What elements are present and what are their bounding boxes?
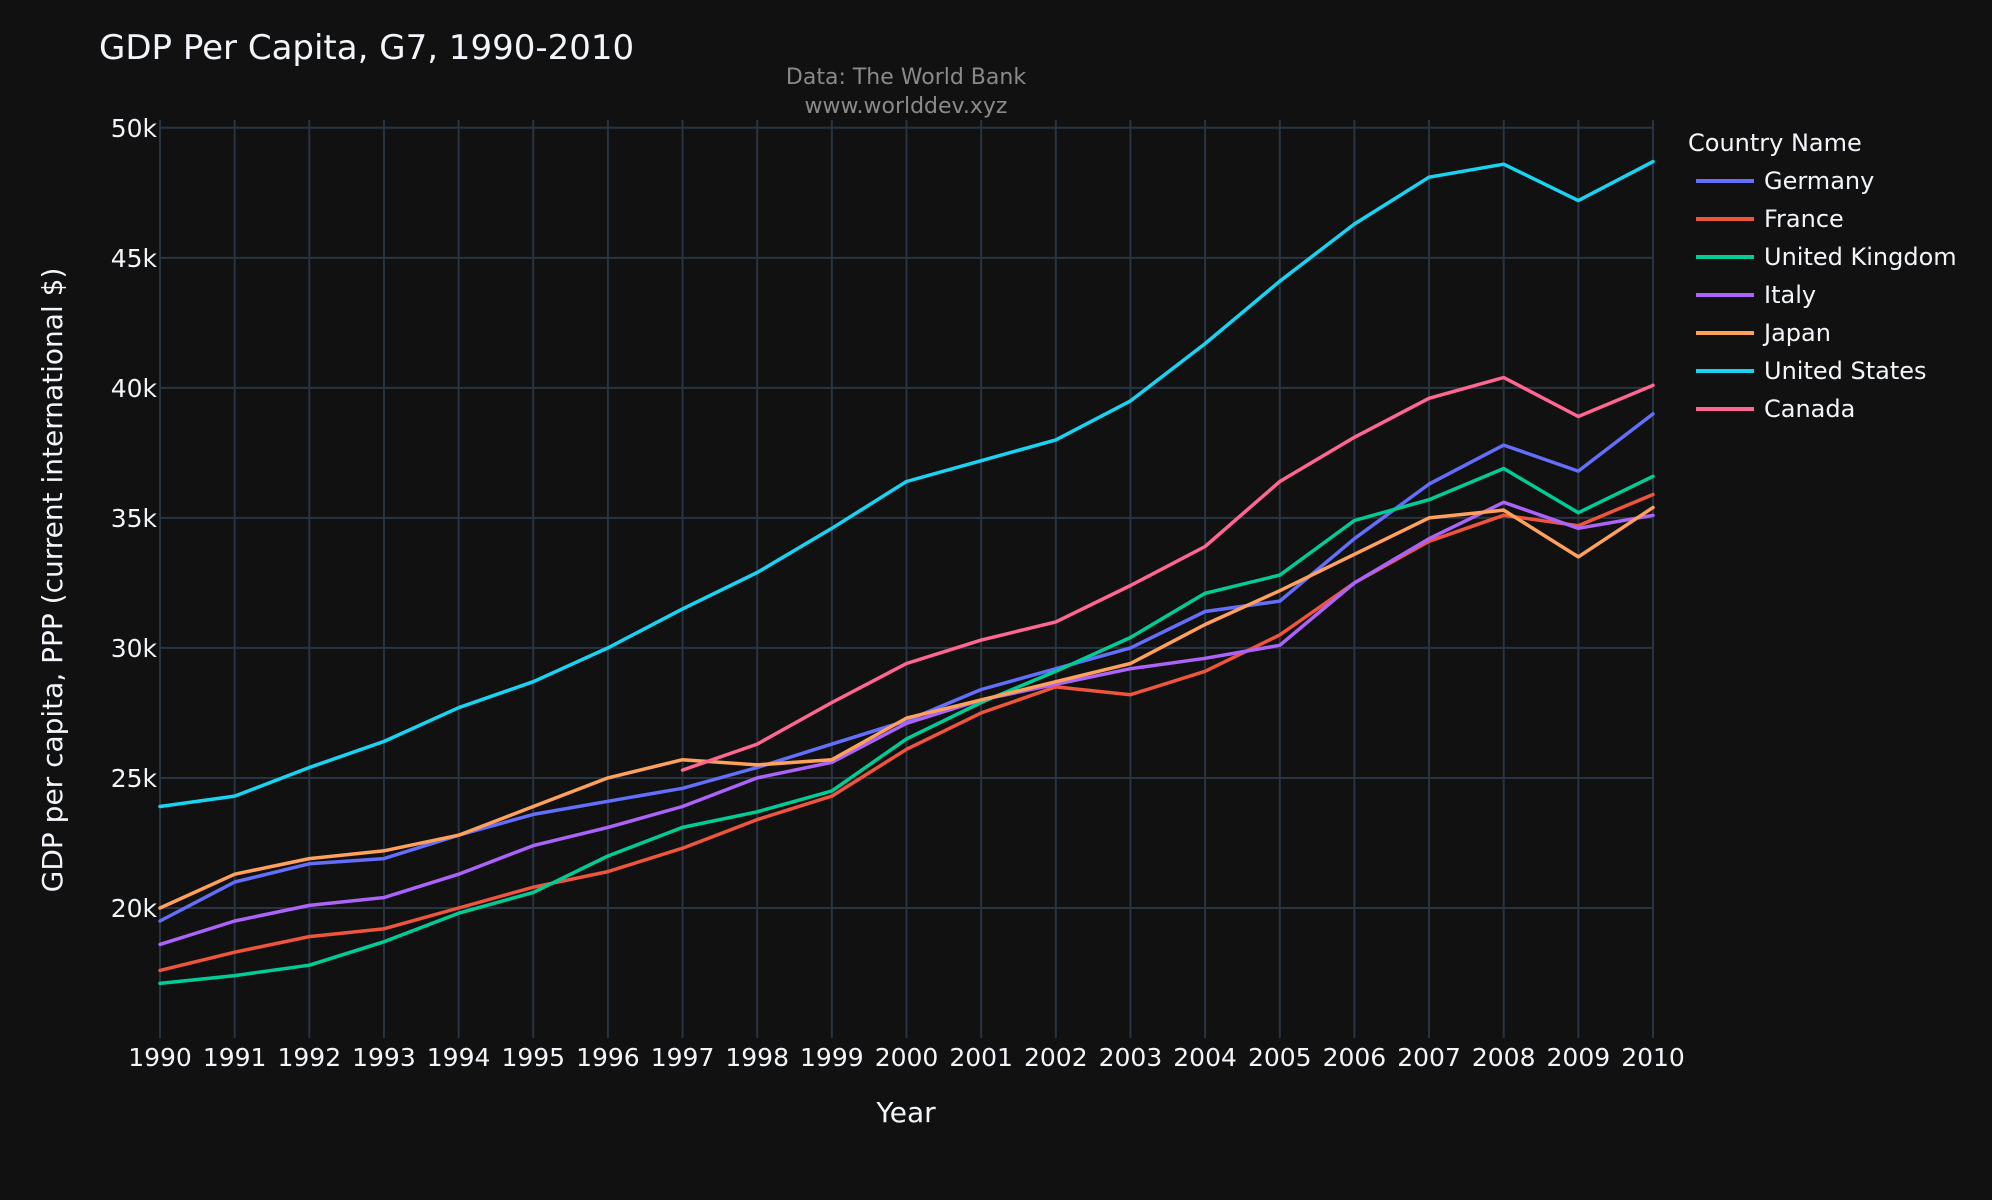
x-axis-ticks: 1990 1991 1992 1993 1994 1995 1996 1997 1998 1999… xyxy=(128,1043,1685,1072)
y-axis-ticks: 20k 25k 30k 35k 40k 45k 50k xyxy=(111,114,158,923)
x-tick-label: 2003 xyxy=(1099,1043,1163,1072)
x-tick-label: 2006 xyxy=(1323,1043,1387,1072)
legend-label-italy: Italy xyxy=(1764,281,1816,309)
x-tick-label: 2000 xyxy=(875,1043,939,1072)
x-tick-label: 2009 xyxy=(1547,1043,1611,1072)
series-line-japan xyxy=(158,505,1655,910)
legend: Country Name Germany France United Kingdom… xyxy=(1688,129,1957,423)
y-axis-label: GDP per capita, PPP (current internation… xyxy=(36,268,69,893)
x-axis-label: Year xyxy=(875,1096,936,1129)
x-tick-label: 1993 xyxy=(352,1043,416,1072)
legend-label-japan: Japan xyxy=(1762,319,1831,347)
y-tick-label: 30k xyxy=(111,634,158,663)
y-tick-label: 50k xyxy=(111,114,158,143)
grid xyxy=(159,120,1654,1038)
x-tick-label: 1990 xyxy=(128,1043,192,1072)
legend-label-germany: Germany xyxy=(1764,167,1874,195)
plot-lines xyxy=(158,159,1655,986)
series-line-united-kingdom xyxy=(158,466,1655,986)
x-tick-label: 2007 xyxy=(1397,1043,1461,1072)
y-tick-label: 25k xyxy=(111,764,158,793)
x-tick-label: 2010 xyxy=(1621,1043,1685,1072)
chart-subtitle-line-2: www.worlddev.xyz xyxy=(805,94,1008,119)
series-line-italy xyxy=(158,500,1655,947)
x-tick-label: 1992 xyxy=(277,1043,341,1072)
y-tick-label: 35k xyxy=(111,504,158,533)
x-tick-label: 1991 xyxy=(203,1043,267,1072)
legend-title: Country Name xyxy=(1688,129,1862,157)
x-tick-label: 1998 xyxy=(725,1043,789,1072)
y-tick-label: 45k xyxy=(111,244,158,273)
x-tick-label: 1996 xyxy=(576,1043,640,1072)
legend-label-united-states: United States xyxy=(1764,357,1927,385)
x-tick-label: 2005 xyxy=(1248,1043,1312,1072)
y-tick-label: 40k xyxy=(111,374,158,403)
x-tick-label: 2004 xyxy=(1173,1043,1237,1072)
legend-label-united-kingdom: United Kingdom xyxy=(1764,243,1957,271)
x-tick-label: 2008 xyxy=(1472,1043,1536,1072)
x-tick-label: 1999 xyxy=(800,1043,864,1072)
series-line-germany xyxy=(158,412,1655,923)
series-line-united-states xyxy=(158,159,1655,809)
x-tick-label: 2001 xyxy=(949,1043,1013,1072)
chart-subtitle-line-1: Data: The World Bank xyxy=(786,65,1026,90)
series-line-canada xyxy=(680,375,1655,772)
x-tick-label: 1995 xyxy=(501,1043,565,1072)
x-tick-label: 2002 xyxy=(1024,1043,1088,1072)
legend-label-france: France xyxy=(1764,205,1844,233)
legend-label-canada: Canada xyxy=(1764,395,1855,423)
x-tick-label: 1997 xyxy=(651,1043,715,1072)
y-tick-label: 20k xyxy=(111,894,158,923)
x-tick-label: 1994 xyxy=(427,1043,491,1072)
chart-title: GDP Per Capita, G7, 1990-2010 xyxy=(99,28,634,68)
